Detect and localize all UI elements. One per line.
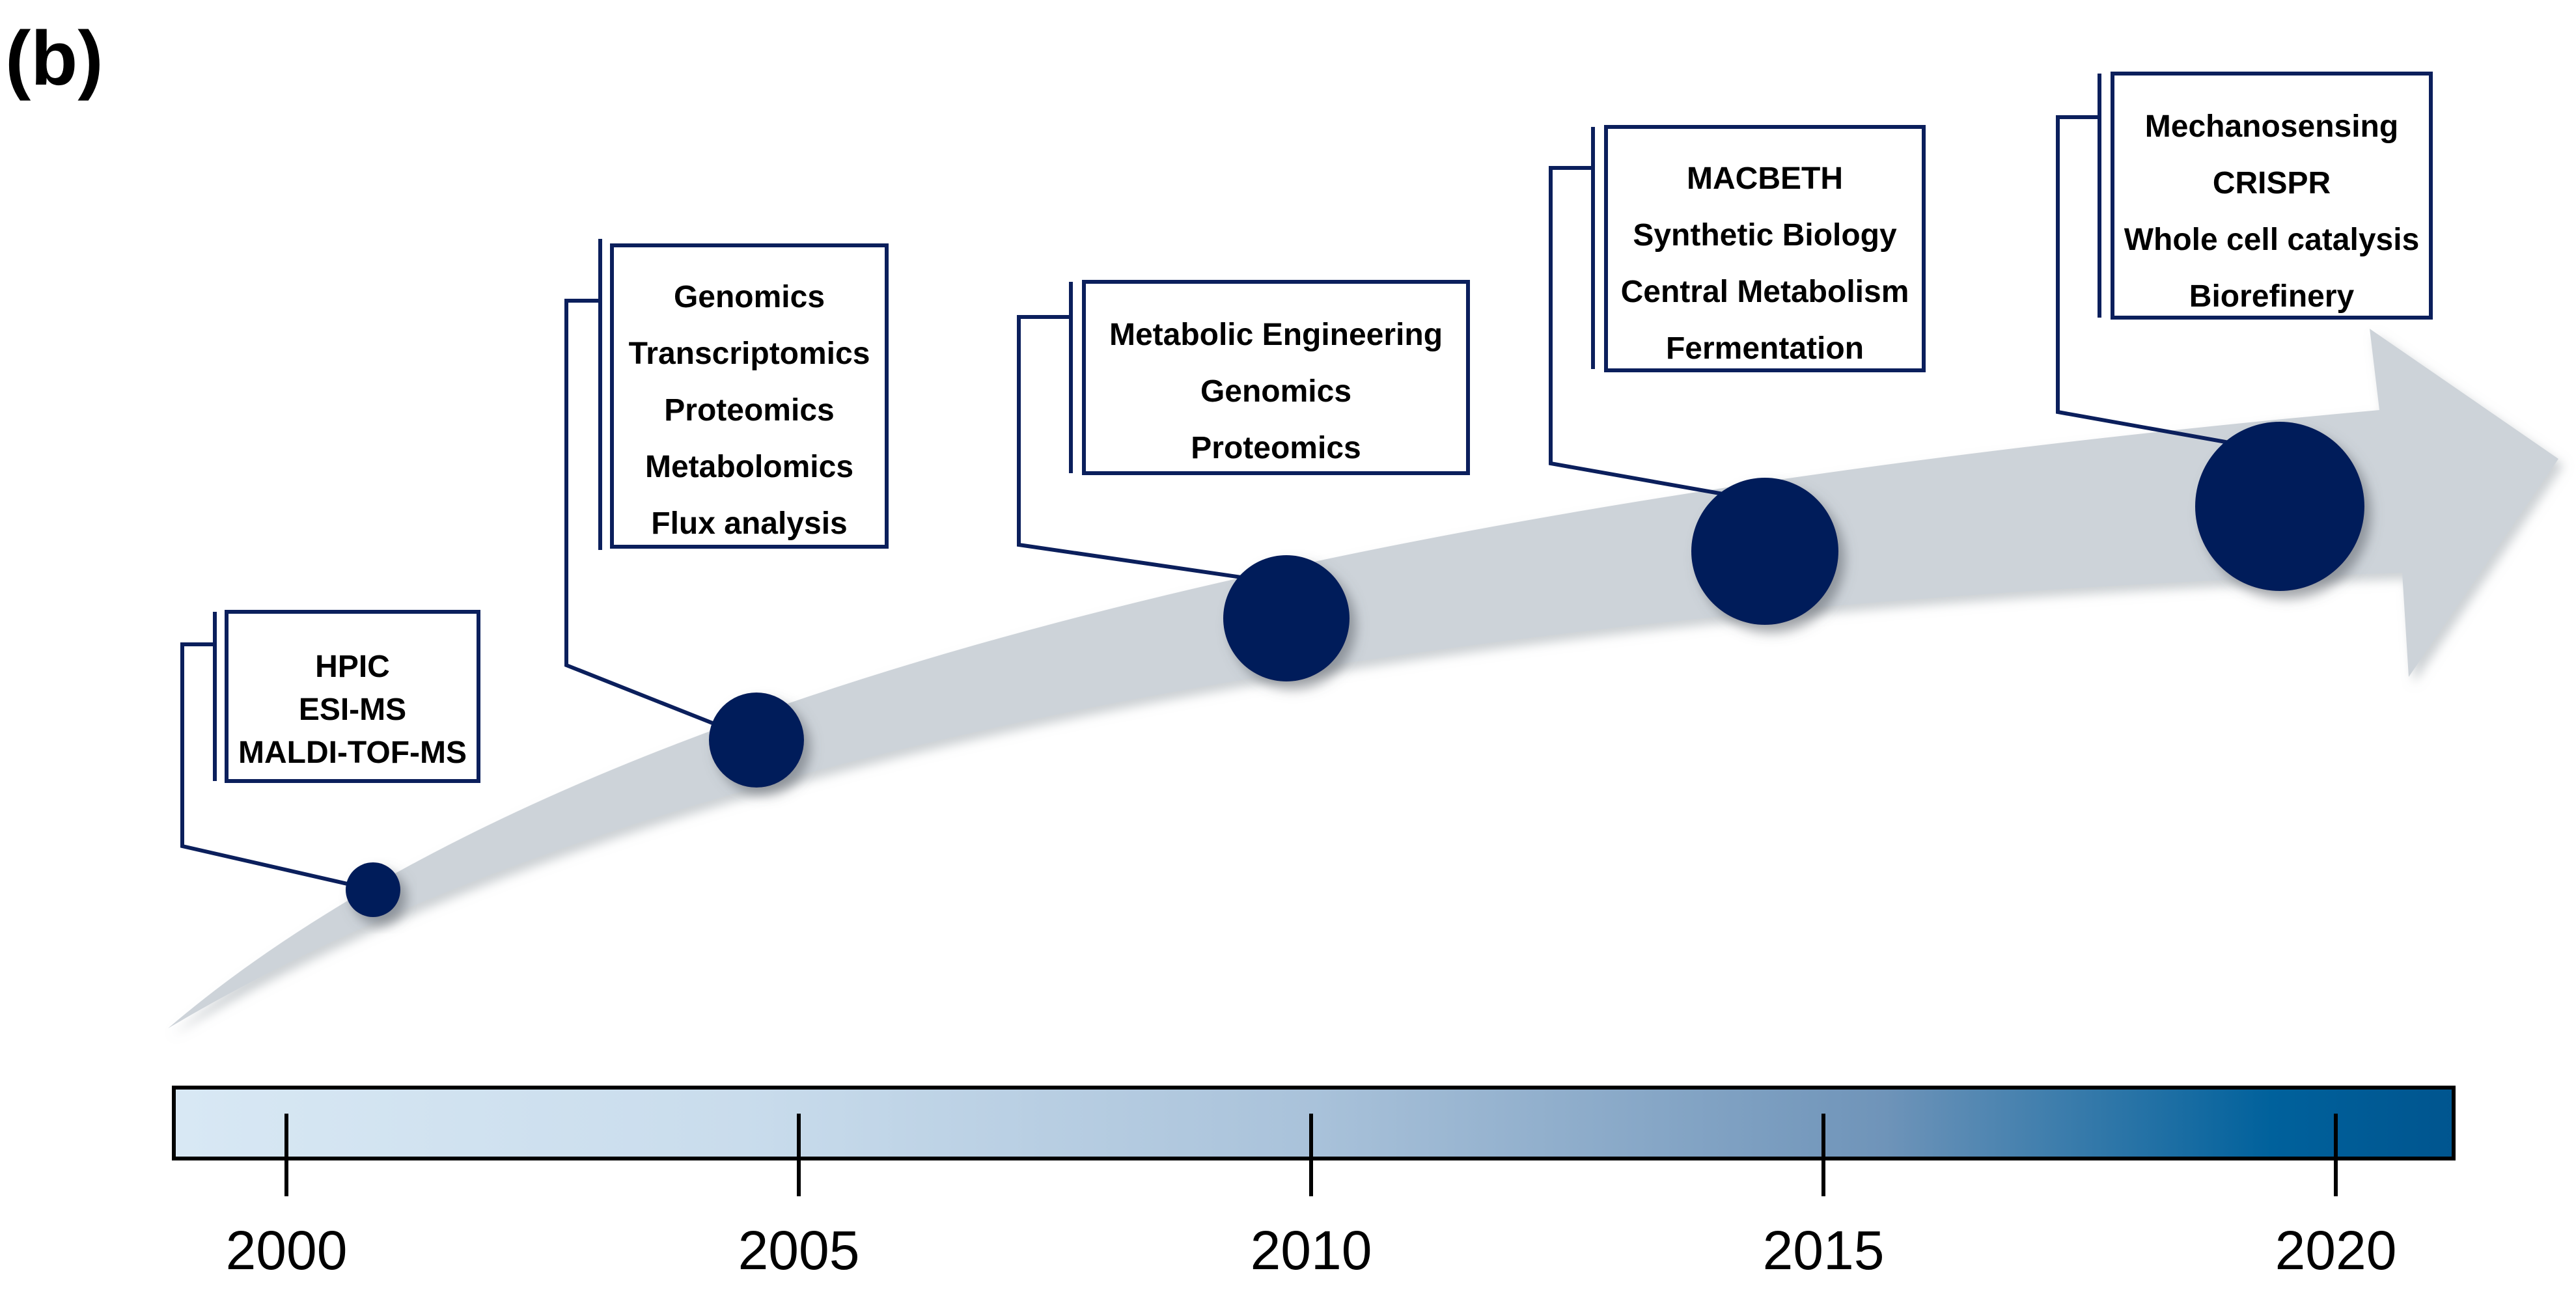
milestone-5: Mechanosensing CRISPR Whole cell catalysis… <box>2056 72 2433 591</box>
milestone-node <box>1223 555 1350 681</box>
year-label: 2000 <box>226 1220 348 1281</box>
milestone-4: MACBETH Synthetic Biology Central Metaboli… <box>1549 125 1926 625</box>
milestone-node <box>346 862 400 917</box>
milestone-2: Genomics Transcriptomics Proteomics Metabol… <box>564 239 889 788</box>
year-label: 2015 <box>1763 1220 1885 1281</box>
milestones-group: HPIC ESI-MS MALDI-TOF-MS Genomics Transcript… <box>180 72 2433 917</box>
connector-line <box>1017 315 1286 586</box>
connector-line <box>180 642 374 892</box>
label-box <box>1604 125 1926 372</box>
milestone-node <box>1691 478 1838 625</box>
label-item: HPIC <box>315 650 390 684</box>
connector-line <box>564 299 756 742</box>
label-box <box>225 610 480 783</box>
panel-label: (b) <box>5 16 104 102</box>
year-label: 2005 <box>738 1220 860 1281</box>
timeline-gradient <box>172 1086 2456 1160</box>
label-item: ESI-MS <box>299 693 406 727</box>
label-item: Metabolomics <box>645 450 853 484</box>
label-box <box>610 243 889 549</box>
label-item: Biorefinery <box>2189 279 2355 314</box>
label-item: Central Metabolism <box>1621 275 1909 309</box>
label-item: CRISPR <box>2213 166 2331 200</box>
timeline-bar: 2000 2005 2010 2015 2020 <box>172 1086 2456 1281</box>
milestone-1: HPIC ESI-MS MALDI-TOF-MS <box>180 610 480 917</box>
label-item: Fermentation <box>1666 331 1864 366</box>
progress-arrow <box>168 329 2558 1028</box>
label-item: Genomics <box>674 280 825 314</box>
label-item: Proteomics <box>664 393 834 428</box>
label-item: Whole cell catalysis <box>2124 223 2420 257</box>
label-item: Genomics <box>1200 374 1351 409</box>
label-box <box>2111 72 2433 320</box>
label-item: Metabolic Engineering <box>1109 318 1443 352</box>
label-item: Transcriptomics <box>629 336 870 371</box>
label-item: Mechanosensing <box>2145 109 2398 144</box>
milestone-node <box>2195 422 2364 591</box>
connector-line <box>1549 166 1764 503</box>
label-item: MALDI-TOF-MS <box>238 735 467 770</box>
connector-line <box>2056 115 2266 451</box>
milestone-3: Metabolic Engineering Genomics Proteomics <box>1017 280 1470 681</box>
label-box <box>1082 280 1470 475</box>
year-label: 2020 <box>2275 1220 2397 1281</box>
label-item: Synthetic Biology <box>1633 218 1897 253</box>
label-item: MACBETH <box>1687 161 1843 196</box>
label-item: Proteomics <box>1191 431 1361 465</box>
milestone-node <box>709 693 804 788</box>
label-item: Flux analysis <box>651 506 847 541</box>
year-label: 2010 <box>1251 1220 1372 1281</box>
